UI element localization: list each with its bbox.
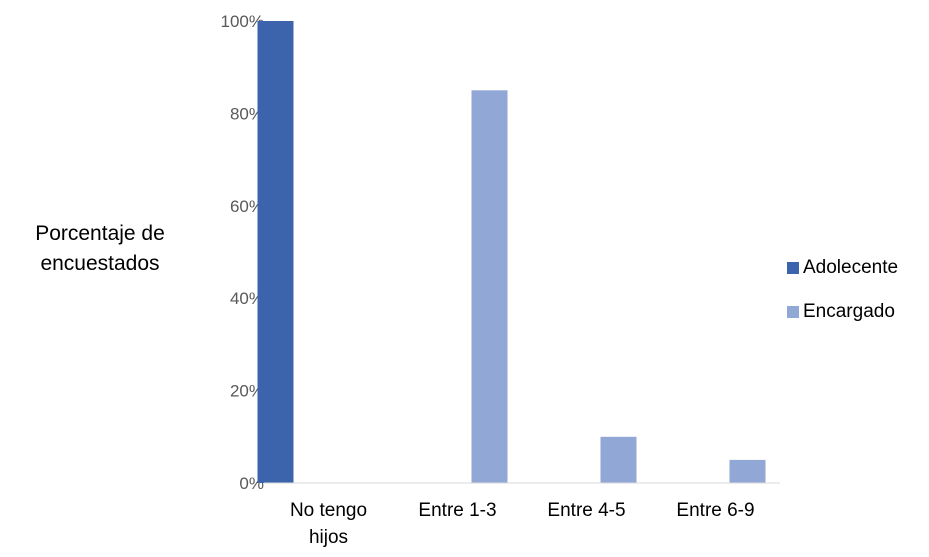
y-tick-label: 80% bbox=[230, 104, 264, 123]
legend-label-adolecente: Adolecente bbox=[803, 257, 899, 278]
x-category-label: No tengo hijos bbox=[290, 500, 367, 548]
legend: Adolecente Encargado bbox=[787, 246, 898, 334]
y-axis-ticks: 0%20%40%60%80%100% bbox=[221, 12, 264, 493]
bars bbox=[257, 21, 766, 484]
legend-item-adolecente: Adolecente bbox=[787, 246, 898, 290]
legend-swatch-adolecente bbox=[787, 262, 799, 274]
bar-encargado-1 bbox=[471, 90, 508, 484]
bar-encargado-2 bbox=[600, 436, 637, 483]
legend-label-encargado: Encargado bbox=[803, 301, 895, 322]
legend-swatch-encargado bbox=[787, 306, 799, 318]
x-category-label: Entre 1-3 bbox=[418, 500, 496, 521]
x-category-label: Entre 6-9 bbox=[676, 500, 754, 521]
y-tick-label: 20% bbox=[230, 382, 264, 401]
bar-encargado-3 bbox=[729, 459, 766, 483]
x-axis-labels: No tengo hijos Entre 1-3 Entre 4-5 Entre 6-9 bbox=[290, 500, 755, 548]
y-tick-label: 100% bbox=[221, 12, 264, 31]
bar-adolecente-0 bbox=[257, 21, 294, 483]
legend-item-encargado: Encargado bbox=[787, 290, 898, 334]
y-tick-label: 40% bbox=[230, 289, 264, 308]
x-category-label: Entre 4-5 bbox=[547, 500, 625, 521]
y-tick-label: 60% bbox=[230, 197, 264, 216]
y-axis-title: Porcentaje de encuestados bbox=[35, 222, 165, 275]
